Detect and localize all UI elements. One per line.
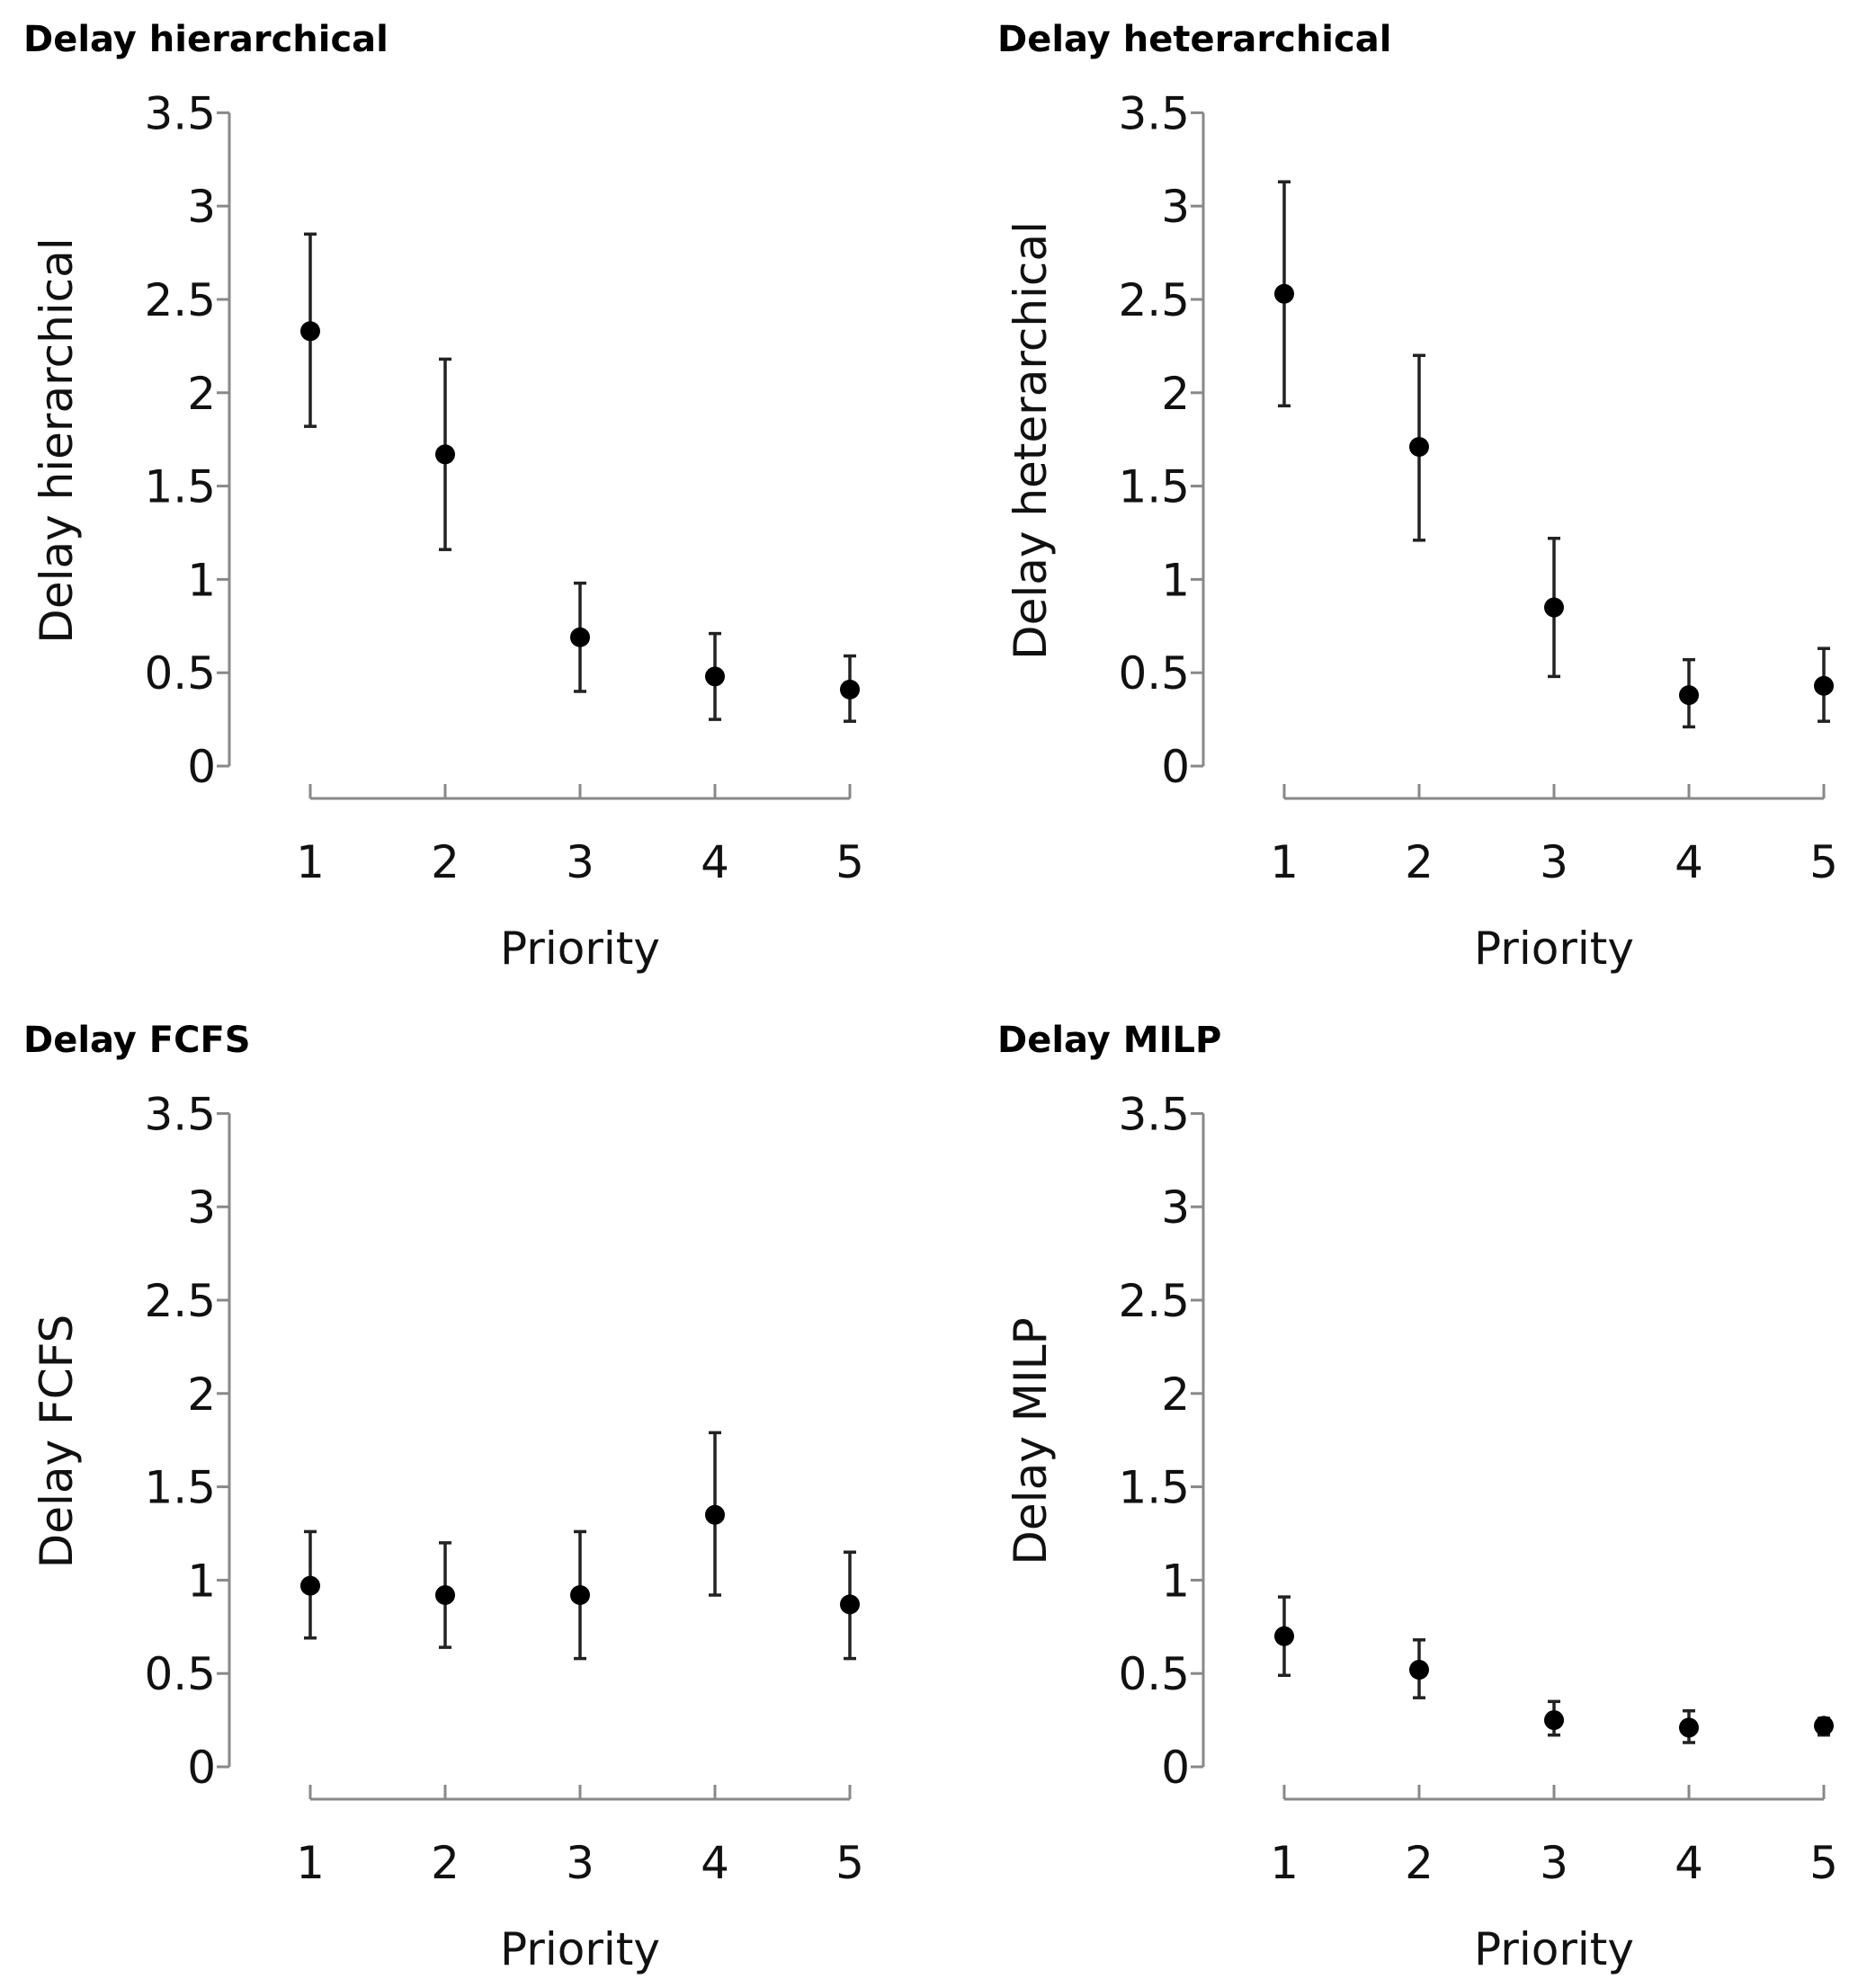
chart-title: Delay heterarchical xyxy=(997,19,1391,60)
y-tick-label: 1.5 xyxy=(1118,1462,1190,1514)
x-tick-label: 3 xyxy=(1540,1837,1568,1889)
y-tick-label: 3 xyxy=(1161,181,1190,233)
y-tick-label: 0 xyxy=(187,741,216,793)
y-tick-label: 3.5 xyxy=(144,87,216,139)
data-point xyxy=(570,627,590,647)
x-tick-label: 2 xyxy=(431,836,460,888)
x-tick-label: 5 xyxy=(835,836,864,888)
x-tick-label: 3 xyxy=(1540,836,1568,888)
y-tick-label: 3.5 xyxy=(1118,87,1190,139)
y-tick-label: 2 xyxy=(187,1368,216,1421)
y-tick-label: 3 xyxy=(1161,1181,1190,1234)
data-point xyxy=(1679,1717,1699,1738)
data-point xyxy=(1544,597,1564,618)
x-tick-label: 2 xyxy=(1405,836,1434,888)
data-point xyxy=(435,1585,455,1606)
x-axis-label: Priority xyxy=(500,923,660,975)
x-tick-label: 4 xyxy=(701,1837,729,1889)
y-axis-label: Delay MILP xyxy=(1005,1317,1057,1565)
y-tick-label: 0.5 xyxy=(1118,647,1190,700)
y-tick-label: 0 xyxy=(1161,1742,1190,1794)
y-tick-label: 3 xyxy=(187,181,216,233)
x-tick-label: 3 xyxy=(566,1837,594,1889)
y-tick-label: 0 xyxy=(1161,741,1190,793)
y-axis-label: Delay hierarchical xyxy=(31,237,83,643)
y-tick-label: 2 xyxy=(1161,368,1190,420)
y-tick-label: 3.5 xyxy=(1118,1088,1190,1140)
chart-panel-2: Delay heterarchical 0 0.5 1 1.5 2 2.5 3 3.5 Delay… xyxy=(997,19,1838,975)
y-tick-label: 0 xyxy=(187,1742,216,1794)
x-axis-label: Priority xyxy=(500,1923,660,1975)
y-tick-label: 1.5 xyxy=(144,1462,216,1514)
x-tick-label: 3 xyxy=(566,836,594,888)
x-tick-label: 2 xyxy=(431,1837,460,1889)
y-tick-label: 0.5 xyxy=(144,647,216,700)
y-tick-label: 0.5 xyxy=(144,1648,216,1700)
y-tick-label: 2.5 xyxy=(144,274,216,326)
chart-title: Delay MILP xyxy=(997,1020,1221,1061)
data-point xyxy=(1409,1660,1429,1680)
y-tick-label: 1.5 xyxy=(1118,461,1190,513)
y-tick-label: 3.5 xyxy=(144,1088,216,1140)
y-tick-label: 3 xyxy=(187,1181,216,1234)
x-tick-label: 5 xyxy=(1809,1837,1838,1889)
y-tick-label: 1 xyxy=(1161,1555,1190,1607)
y-tick-label: 1 xyxy=(1161,554,1190,606)
y-axis-label: Delay FCFS xyxy=(31,1315,83,1569)
data-point xyxy=(705,666,725,687)
data-point xyxy=(1814,1716,1834,1736)
x-tick-label: 4 xyxy=(1675,1837,1703,1889)
x-tick-label: 1 xyxy=(296,836,325,888)
x-tick-label: 5 xyxy=(835,1837,864,1889)
y-tick-label: 2 xyxy=(1161,1368,1190,1421)
y-tick-label: 2.5 xyxy=(1118,274,1190,326)
y-tick-label: 2 xyxy=(187,368,216,420)
data-point xyxy=(1409,437,1429,458)
x-axis-label: Priority xyxy=(1474,1923,1634,1975)
x-axis-label: Priority xyxy=(1474,923,1634,975)
y-tick-label: 1.5 xyxy=(144,461,216,513)
chart-panel-4: Delay MILP 0 0.5 1 1.5 2 2.5 3 3.5 Delay MILP 1 2 3 4… xyxy=(997,1020,1838,1975)
data-point xyxy=(1679,685,1699,706)
y-tick-label: 1 xyxy=(187,554,216,606)
data-point xyxy=(840,679,860,700)
x-tick-label: 1 xyxy=(1270,836,1299,888)
data-point xyxy=(840,1594,860,1615)
x-tick-label: 1 xyxy=(1270,1837,1299,1889)
data-point xyxy=(570,1585,590,1606)
y-tick-label: 2.5 xyxy=(144,1275,216,1327)
y-axis-label: Delay heterarchical xyxy=(1005,221,1057,660)
data-point xyxy=(435,444,455,465)
x-tick-label: 5 xyxy=(1809,836,1838,888)
y-tick-label: 0.5 xyxy=(1118,1648,1190,1700)
y-tick-label: 1 xyxy=(187,1555,216,1607)
x-tick-label: 4 xyxy=(1675,836,1703,888)
x-tick-label: 2 xyxy=(1405,1837,1434,1889)
x-tick-label: 4 xyxy=(701,836,729,888)
y-tick-label: 2.5 xyxy=(1118,1275,1190,1327)
chart-panel-1: Delay hierarchical 0 0.5 1 1.5 2 2.5 3 3.5 Delay … xyxy=(23,19,864,975)
chart-title: Delay FCFS xyxy=(23,1020,251,1061)
data-point xyxy=(1544,1710,1564,1731)
chart-panel-3: Delay FCFS 0 0.5 1 1.5 2 2.5 3 3.5 Delay FCFS 1 2 3 4… xyxy=(23,1020,864,1975)
data-point xyxy=(1814,675,1834,696)
data-point xyxy=(300,1575,320,1596)
data-point xyxy=(300,321,320,342)
data-point xyxy=(1274,283,1294,304)
x-tick-label: 1 xyxy=(296,1837,325,1889)
data-point xyxy=(1274,1626,1294,1646)
data-point xyxy=(705,1504,725,1525)
chart-title: Delay hierarchical xyxy=(23,19,389,60)
